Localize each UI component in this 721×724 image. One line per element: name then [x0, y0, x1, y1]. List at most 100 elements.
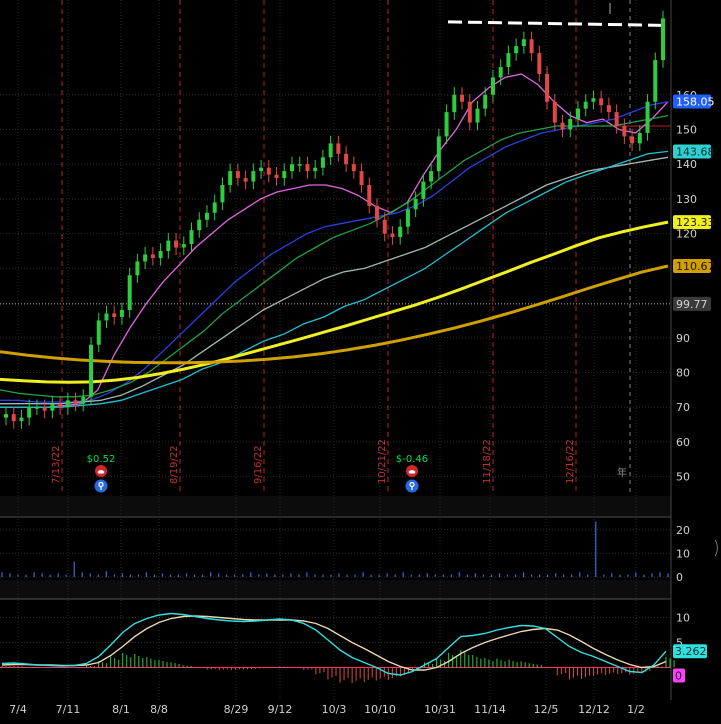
candle[interactable] — [212, 194, 217, 221]
candle[interactable] — [135, 253, 140, 283]
candle[interactable] — [606, 97, 611, 120]
candle[interactable] — [11, 406, 16, 429]
candle[interactable] — [498, 59, 503, 86]
candle[interactable] — [42, 399, 47, 419]
candle[interactable] — [421, 173, 426, 207]
candle[interactable] — [653, 52, 658, 110]
candle[interactable] — [552, 94, 557, 131]
candle[interactable] — [568, 111, 573, 138]
candle[interactable] — [436, 128, 441, 179]
candle[interactable] — [96, 312, 101, 353]
candle[interactable] — [65, 392, 70, 415]
candle[interactable] — [204, 205, 209, 228]
candle[interactable] — [181, 236, 186, 256]
candle[interactable] — [19, 409, 24, 429]
candle[interactable] — [228, 163, 233, 193]
candle[interactable] — [529, 31, 534, 61]
candle[interactable] — [189, 222, 194, 252]
candle[interactable] — [4, 406, 8, 426]
candle[interactable] — [274, 166, 279, 186]
candle[interactable] — [81, 389, 86, 412]
candle[interactable] — [390, 226, 395, 245]
candle[interactable] — [575, 101, 580, 127]
candle[interactable] — [34, 399, 39, 415]
candle[interactable] — [452, 87, 457, 120]
candle[interactable] — [444, 104, 449, 145]
moving-average-gray[interactable] — [0, 156, 669, 405]
candle[interactable] — [367, 177, 372, 214]
candle[interactable] — [336, 135, 341, 162]
candle[interactable] — [266, 160, 271, 183]
candle[interactable] — [429, 163, 434, 190]
candle[interactable] — [328, 135, 333, 165]
candle[interactable] — [467, 94, 472, 131]
candle[interactable] — [344, 146, 349, 172]
candle[interactable] — [166, 232, 171, 259]
candle[interactable] — [313, 160, 318, 179]
moving-average-blue[interactable] — [0, 101, 669, 403]
candle[interactable] — [112, 305, 117, 325]
candle[interactable] — [251, 163, 256, 190]
candle[interactable] — [537, 45, 542, 82]
candle[interactable] — [259, 160, 264, 179]
candle[interactable] — [27, 399, 32, 426]
candle[interactable] — [174, 232, 179, 256]
candle[interactable] — [359, 163, 364, 193]
candle[interactable] — [104, 305, 109, 329]
candle[interactable] — [405, 201, 410, 235]
candle[interactable] — [282, 163, 287, 186]
candle[interactable] — [413, 191, 418, 217]
candle[interactable] — [320, 149, 325, 176]
candle[interactable] — [375, 198, 380, 228]
candle[interactable] — [521, 31, 526, 54]
candle[interactable] — [235, 163, 240, 186]
candle[interactable] — [143, 246, 148, 270]
candle[interactable] — [637, 125, 642, 152]
candle[interactable] — [583, 94, 588, 117]
candle[interactable] — [560, 114, 565, 138]
candle[interactable] — [630, 128, 635, 152]
resistance-line[interactable] — [447, 20, 665, 27]
moving-average-green[interactable] — [0, 114, 669, 398]
candle[interactable] — [506, 45, 511, 75]
candle[interactable] — [351, 156, 356, 179]
moving-average-gold[interactable] — [0, 264, 669, 365]
candle[interactable] — [622, 118, 627, 145]
candle[interactable] — [545, 66, 550, 110]
candle[interactable] — [483, 87, 488, 117]
candle[interactable] — [58, 396, 63, 415]
candle[interactable] — [490, 69, 495, 103]
candle[interactable] — [197, 212, 202, 238]
candle-body — [529, 39, 534, 54]
candle[interactable] — [305, 156, 310, 179]
macd-line[interactable] — [1, 612, 667, 676]
candle[interactable] — [460, 87, 465, 110]
candle[interactable] — [645, 94, 650, 141]
candle[interactable] — [591, 90, 596, 110]
candle[interactable] — [614, 104, 619, 134]
candle[interactable] — [50, 396, 55, 419]
candle[interactable] — [150, 246, 155, 266]
candle[interactable] — [119, 302, 124, 325]
candle[interactable] — [297, 156, 302, 172]
collapse-handle-icon[interactable] — [714, 539, 718, 557]
candle[interactable] — [382, 212, 387, 242]
candle[interactable] — [514, 38, 519, 61]
candle[interactable] — [243, 170, 248, 190]
candle[interactable] — [73, 392, 78, 412]
moving-average-yellow[interactable] — [0, 220, 669, 384]
candle[interactable] — [158, 243, 163, 266]
candle[interactable] — [289, 156, 294, 179]
candle[interactable] — [89, 337, 94, 405]
candle[interactable] — [475, 101, 480, 131]
event-date-label: 10/21/22 — [377, 439, 388, 484]
macd-signal-line[interactable] — [1, 615, 667, 671]
candle[interactable] — [599, 90, 604, 113]
candle[interactable] — [398, 219, 403, 245]
candle[interactable] — [220, 177, 225, 211]
candle[interactable] — [127, 267, 132, 318]
moving-average-cyan[interactable] — [0, 150, 669, 408]
candle[interactable] — [661, 10, 665, 68]
